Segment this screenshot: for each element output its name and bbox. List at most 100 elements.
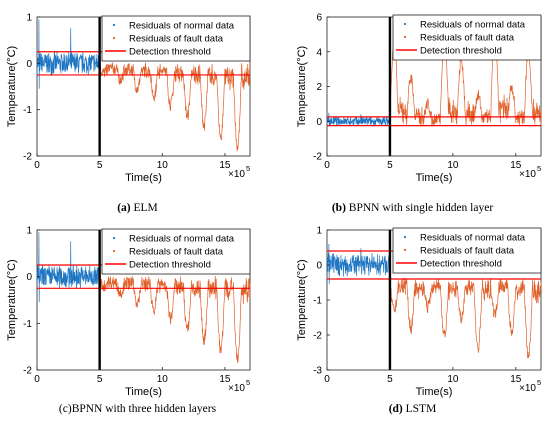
y-tick-label: -2 xyxy=(313,152,322,163)
x-tick-label: 15 xyxy=(219,160,231,171)
legend-label: Residuals of fault data xyxy=(129,34,224,45)
x-tick-label: 5 xyxy=(97,160,103,171)
y-axis-label: Temperature(°C) xyxy=(6,46,18,127)
x-tick-label: 10 xyxy=(447,374,459,385)
y-tick-label: 1 xyxy=(26,13,32,24)
y-tick-label: 0 xyxy=(316,261,322,272)
caption-b-text: BPNN with single hidden layer xyxy=(345,202,494,214)
x-exponent: 5 xyxy=(246,378,250,387)
x-exponent: 5 xyxy=(537,378,541,387)
y-tick-label: 6 xyxy=(316,13,322,24)
series-normal-residuals xyxy=(36,232,100,303)
legend-label: Residuals of fault data xyxy=(129,247,224,258)
series-fault-residuals xyxy=(99,61,251,152)
y-axis-label: Temperature(°C) xyxy=(296,259,308,340)
y-tick-label: 1 xyxy=(316,226,322,237)
legend-marker xyxy=(403,35,407,39)
y-tick-label: -1 xyxy=(313,296,322,307)
y-tick-label: -1 xyxy=(23,105,32,116)
legend-label: Residuals of fault data xyxy=(420,33,515,44)
x-tick-label: 5 xyxy=(387,160,393,171)
legend: Residuals of normal data Residuals of fau… xyxy=(101,15,251,62)
x-tick-label: 10 xyxy=(447,160,459,171)
y-tick-label: 0 xyxy=(316,117,322,128)
x-tick-label: 0 xyxy=(324,160,330,171)
legend-marker xyxy=(403,248,407,252)
x-multiplier: ×10 xyxy=(228,169,245,180)
series-normal-residuals xyxy=(326,243,391,285)
y-axis-label: Temperature(°C) xyxy=(6,259,18,340)
x-axis-label: Time(s) xyxy=(416,386,453,398)
legend-marker xyxy=(112,249,116,253)
y-tick-label: -1 xyxy=(23,319,32,330)
caption-d-letter: (d) xyxy=(388,403,403,415)
caption-c-letter: (c) xyxy=(58,403,72,415)
chart-panel-3: 0 5 10 1510-1-2-3Time(s)Temperature(°C)×105… xyxy=(296,226,542,398)
legend: Residuals of normal data Residuals of fau… xyxy=(101,228,251,275)
x-axis-label: Time(s) xyxy=(125,386,162,398)
x-tick-label: 15 xyxy=(219,374,231,385)
caption-d-text: LSTM xyxy=(402,403,437,415)
series-fault-residuals xyxy=(389,26,542,127)
caption-a-letter: (a) xyxy=(117,202,131,214)
x-multiplier: ×10 xyxy=(519,383,536,394)
caption-b-letter: (b) xyxy=(331,202,346,214)
caption-a: (a) ELM xyxy=(0,202,275,214)
x-multiplier: ×10 xyxy=(228,383,245,394)
legend-label: Detection threshold xyxy=(420,259,502,270)
y-tick-label: 0 xyxy=(26,272,32,283)
x-multiplier: ×10 xyxy=(519,169,536,180)
y-tick-label: -3 xyxy=(313,366,322,377)
x-tick-label: 5 xyxy=(387,374,393,385)
x-tick-label: 0 xyxy=(34,160,40,171)
y-tick-label: 2 xyxy=(316,82,322,93)
x-tick-label: 0 xyxy=(34,374,40,385)
y-tick-label: -2 xyxy=(23,152,32,163)
x-tick-label: 10 xyxy=(157,374,169,385)
y-tick-label: 0 xyxy=(26,59,32,70)
legend-box xyxy=(392,14,542,61)
x-tick-label: 5 xyxy=(97,374,103,385)
x-exponent: 5 xyxy=(246,164,250,173)
caption-a-text: ELM xyxy=(130,202,158,214)
chart-panel-0: 0 5 10 1510-1-2Time(s)Temperature(°C)×105Re… xyxy=(6,13,251,184)
legend: Residuals of normal data Residuals of fau… xyxy=(392,227,542,274)
caption-c-text: BPNN with three hidden layers xyxy=(71,403,217,415)
legend-box xyxy=(101,15,251,62)
legend-marker xyxy=(403,22,407,26)
x-exponent: 5 xyxy=(537,164,541,173)
legend-label: Detection threshold xyxy=(420,46,502,57)
legend-label: Residuals of normal data xyxy=(420,233,526,244)
series-normal-residuals xyxy=(326,112,391,127)
y-tick-label: -2 xyxy=(313,331,322,342)
legend-marker xyxy=(112,236,116,240)
chart-panel-2: 0 5 10 1510-1-2Time(s)Temperature(°C)×105Re… xyxy=(6,226,251,398)
y-axis-label: Temperature(°C) xyxy=(296,46,308,127)
x-tick-label: 15 xyxy=(510,374,522,385)
x-tick-label: 15 xyxy=(510,160,522,171)
x-tick-label: 10 xyxy=(157,160,169,171)
series-fault-residuals xyxy=(389,276,542,359)
legend-label: Residuals of normal data xyxy=(129,21,235,32)
legend-label: Detection threshold xyxy=(129,47,211,58)
legend-marker xyxy=(112,36,116,40)
x-axis-label: Time(s) xyxy=(416,172,453,184)
caption-d: (d) LSTM xyxy=(275,403,550,415)
legend: Residuals of normal data Residuals of fau… xyxy=(392,14,542,61)
x-tick-label: 0 xyxy=(324,374,330,385)
x-axis-label: Time(s) xyxy=(125,172,162,184)
caption-b: (b) BPNN with single hidden layer xyxy=(275,202,550,214)
legend-label: Residuals of normal data xyxy=(420,20,526,31)
y-tick-label: 1 xyxy=(26,226,32,237)
legend-marker xyxy=(403,235,407,239)
legend-marker xyxy=(112,23,116,27)
legend-label: Residuals of fault data xyxy=(420,246,515,257)
caption-c: (c)BPNN with three hidden layers xyxy=(0,403,275,415)
y-tick-label: -2 xyxy=(23,366,32,377)
y-tick-label: 4 xyxy=(316,47,322,58)
legend-label: Residuals of normal data xyxy=(129,234,235,245)
legend-box xyxy=(392,227,542,274)
legend-label: Detection threshold xyxy=(129,260,211,271)
legend-box xyxy=(101,228,251,275)
